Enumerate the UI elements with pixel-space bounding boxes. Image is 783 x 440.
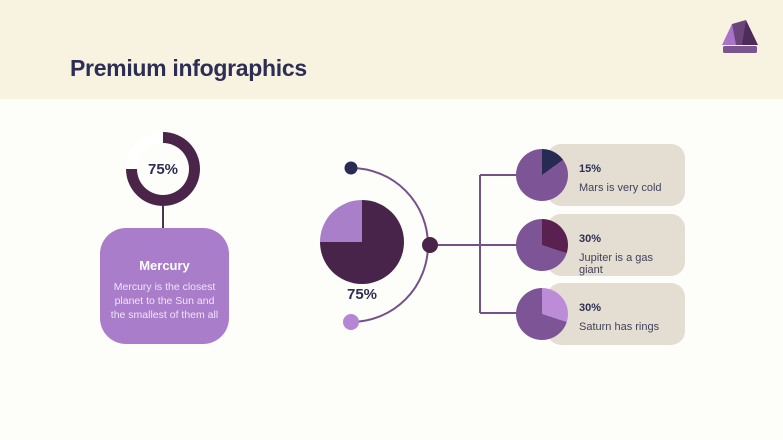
donut-connector-line	[162, 205, 164, 230]
mercury-card: Mercury Mercury is the closest planet to…	[100, 228, 229, 344]
big-pie-label: 75%	[346, 286, 378, 303]
planet-description-jupiter: Jupiter is a gas giant	[579, 252, 653, 276]
donut-center-label: 75%	[137, 143, 189, 195]
arc-dot-top	[344, 161, 358, 175]
planet-description-saturn: Saturn has rings	[579, 321, 660, 333]
crown-icon	[722, 20, 758, 53]
big-pie-chart	[320, 200, 404, 284]
planet-pie-mars	[516, 149, 568, 201]
arc-dot-middle	[422, 237, 438, 253]
header-band	[0, 0, 783, 99]
planet-card-mars: 15% Mars is very cold	[547, 144, 685, 206]
planet-percent-jupiter: 30%	[579, 233, 602, 245]
planet-description-mars: Mars is very cold	[579, 182, 662, 194]
mercury-card-title: Mercury	[139, 258, 190, 273]
planet-pie-jupiter	[516, 219, 568, 271]
planet-percent-mars: 15%	[579, 163, 602, 175]
page-title: Premium infographics	[70, 55, 307, 81]
arc-dot-bottom	[343, 314, 359, 330]
mercury-card-description: Mercury is the closest planet to the Sun…	[110, 281, 219, 321]
bracket-connector	[430, 174, 517, 314]
planet-card-saturn: 30% Saturn has rings	[547, 283, 685, 345]
mercury-donut-chart: 75%	[126, 132, 200, 206]
planet-percent-saturn: 30%	[579, 302, 602, 314]
planet-card-jupiter: 30% Jupiter is a gas giant	[547, 214, 685, 276]
planet-pie-saturn	[516, 288, 568, 340]
